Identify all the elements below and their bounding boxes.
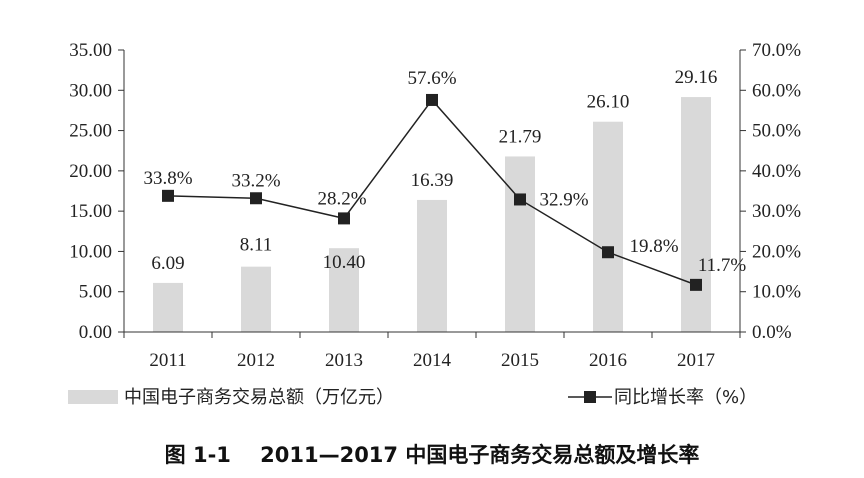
legend: 中国电子商务交易总额（万亿元） 同比增长率（%） — [68, 387, 757, 408]
legend-line-marker — [584, 391, 596, 403]
x-tick-label: 2017 — [677, 350, 715, 371]
bar-value-label: 29.16 — [675, 67, 718, 88]
bar-value-label: 6.09 — [151, 253, 184, 274]
x-tick-label: 2014 — [413, 350, 452, 371]
right-tick-label: 20.0% — [752, 241, 801, 262]
plot-area: 6.09 8.11 10.40 16.39 21.79 26.10 29.16 33.8% 33… — [143, 67, 746, 332]
right-tick-label: 0.0% — [752, 322, 792, 343]
left-tick-label: 35.00 — [69, 40, 112, 61]
bar — [681, 97, 711, 332]
growth-marker — [690, 278, 702, 291]
bar-value-label: 16.39 — [411, 170, 454, 191]
right-tick-label: 70.0% — [752, 40, 801, 61]
left-tick-label: 30.00 — [69, 80, 112, 101]
growth-marker — [514, 193, 526, 206]
x-tick-label: 2013 — [325, 350, 363, 371]
right-tick-label: 50.0% — [752, 121, 801, 142]
left-tick-label: 20.00 — [69, 161, 112, 182]
right-tick-label: 40.0% — [752, 161, 801, 182]
bar — [417, 199, 447, 332]
left-tick-label: 5.00 — [79, 282, 112, 303]
bar-value-label: 26.10 — [587, 92, 630, 113]
growth-value-label: 11.7% — [698, 255, 747, 276]
x-tick-label: 2012 — [237, 350, 275, 371]
right-tick-label: 60.0% — [752, 80, 801, 101]
growth-value-label: 32.9% — [539, 189, 588, 210]
x-tick-label: 2011 — [149, 350, 186, 371]
growth-value-label: 33.2% — [231, 170, 280, 191]
bar — [153, 282, 183, 332]
bar — [505, 156, 535, 332]
growth-marker — [250, 192, 262, 205]
axes: 0.00 0.0% 5.00 10.0% 10.00 20.0% 15.00 30.0% 20.… — [69, 40, 801, 371]
right-tick-label: 10.0% — [752, 282, 801, 303]
growth-marker — [338, 212, 350, 225]
left-tick-label: 0.00 — [79, 322, 112, 343]
growth-value-label: 19.8% — [629, 236, 678, 257]
bar-value-label: 8.11 — [240, 235, 273, 256]
bar-value-label: 21.79 — [499, 126, 542, 147]
x-tick-label: 2015 — [501, 350, 539, 371]
growth-value-label: 28.2% — [317, 188, 366, 209]
bar — [593, 121, 623, 332]
growth-marker — [602, 246, 614, 259]
growth-marker — [162, 189, 174, 202]
right-tick-label: 30.0% — [752, 201, 801, 222]
growth-marker — [426, 93, 438, 106]
figure-caption: 图 1-1 2011—2017 中国电子商务交易总额及增长率 — [165, 443, 700, 467]
growth-value-label: 57.6% — [407, 68, 456, 89]
bar — [241, 266, 271, 332]
legend-bar-label: 中国电子商务交易总额（万亿元） — [124, 387, 394, 408]
legend-line-label: 同比增长率（%） — [614, 387, 757, 408]
legend-bar-swatch — [68, 390, 118, 404]
growth-value-label: 33.8% — [143, 168, 192, 189]
left-tick-label: 10.00 — [69, 241, 112, 262]
bar-value-label: 10.40 — [323, 252, 366, 273]
left-tick-label: 15.00 — [69, 201, 112, 222]
left-tick-label: 25.00 — [69, 121, 112, 142]
x-tick-label: 2016 — [589, 350, 627, 371]
bar — [329, 248, 359, 332]
